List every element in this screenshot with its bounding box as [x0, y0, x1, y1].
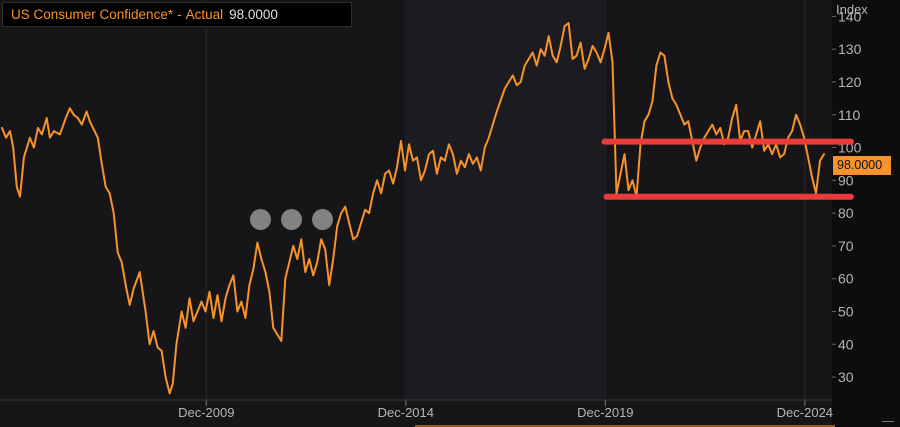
legend-separator: -	[177, 7, 182, 22]
last-value-label: 98.0000	[833, 156, 891, 175]
alt-band	[405, 0, 606, 400]
time-range-scroll-bar[interactable]	[415, 425, 835, 427]
series-line	[1, 22, 825, 395]
axis-area	[832, 0, 900, 427]
x-tick-label: Dec-2024	[777, 405, 833, 420]
y-tick-label: 80	[838, 205, 854, 221]
loading-indicator	[250, 209, 333, 230]
x-axis: Dec-2009 Dec-2014 Dec-2019 Dec-2024	[0, 399, 833, 420]
grid	[205, 0, 806, 400]
y-tick-label: 60	[838, 271, 854, 287]
y-tick-label: 90	[838, 172, 854, 188]
legend-value: 98.0000	[229, 7, 278, 22]
y-tick-label: 120	[838, 74, 862, 90]
legend-box[interactable]: US Consumer Confidence* - Actual 98.0000	[2, 2, 352, 27]
y-tick-label: 130	[838, 41, 862, 57]
y-tick-label: 30	[838, 369, 854, 385]
scroll-handle[interactable]	[882, 421, 894, 427]
y-tick-label: 110	[838, 107, 861, 123]
series-group	[1, 22, 825, 395]
x-tick-label: Dec-2014	[378, 405, 434, 420]
y-tick-label: 140	[838, 8, 862, 24]
y-tick-label: 70	[838, 238, 854, 254]
loading-dot	[312, 209, 333, 230]
x-tick-label: Dec-2019	[577, 405, 633, 420]
legend-series-name: US Consumer Confidence*	[11, 7, 174, 22]
y-tick-label: 50	[838, 303, 854, 319]
loading-dot	[281, 209, 302, 230]
x-tick-label: Dec-2009	[178, 405, 234, 420]
loading-dot	[250, 209, 271, 230]
y-axis-label: Index	[836, 2, 868, 17]
y-tick-label: 40	[838, 336, 854, 352]
legend-type: Actual	[185, 7, 224, 22]
annotations-group	[601, 138, 854, 200]
